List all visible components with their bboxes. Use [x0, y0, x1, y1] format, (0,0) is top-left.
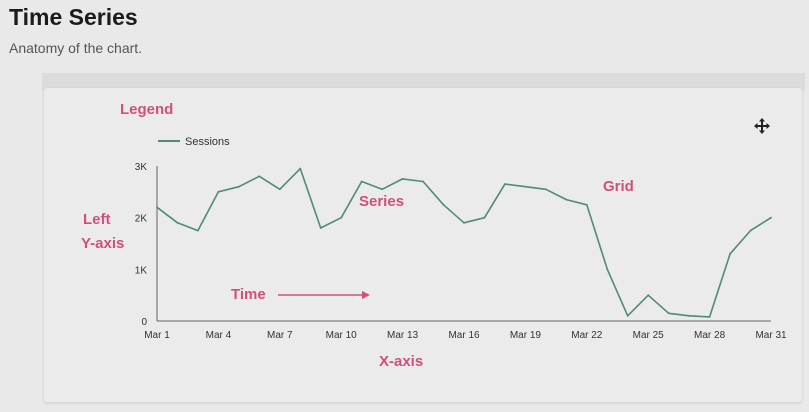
- data-point: [401, 178, 404, 180]
- data-point: [606, 268, 609, 271]
- legend-annotation: Legend: [120, 101, 174, 118]
- data-point: [381, 188, 384, 191]
- data-point: [504, 183, 506, 185]
- data-point: [258, 175, 261, 178]
- data-point: [319, 227, 322, 229]
- chart-legend: Sessions: [158, 136, 230, 148]
- x-tick-label: Mar 4: [206, 330, 232, 341]
- left-axis-annotation-line2: Y-axis: [81, 235, 125, 252]
- data-point: [463, 221, 465, 224]
- data-point: [217, 190, 220, 193]
- x-tick-label: Mar 31: [755, 330, 787, 341]
- data-point: [729, 252, 731, 255]
- data-point: [667, 312, 670, 315]
- data-point: [422, 180, 424, 183]
- data-point: [278, 188, 281, 191]
- card-header-strip: [42, 73, 805, 91]
- x-tick-label: Mar 1: [144, 330, 170, 341]
- x-tick-label: Mar 10: [326, 330, 358, 341]
- data-point: [749, 229, 752, 232]
- axes-group: [156, 166, 771, 322]
- data-point: [299, 167, 302, 170]
- series-annotation: Series: [359, 193, 405, 210]
- data-point: [442, 203, 445, 206]
- x-axis-annotation: X-axis: [379, 353, 424, 370]
- data-point: [524, 185, 527, 188]
- y-tick-label: 1K: [135, 265, 148, 276]
- y-tick-label: 3K: [135, 162, 148, 173]
- data-point: [156, 206, 158, 209]
- data-point: [176, 221, 179, 224]
- data-point: [360, 180, 363, 183]
- left-axis-annotation-line1: Left: [83, 211, 111, 228]
- data-point: [340, 216, 343, 219]
- x-tick-label: Mar 22: [571, 330, 603, 341]
- tick-labels-group: 0 1K 2K 3K Mar 1 Mar 4 Mar 7 Mar 10 Mar 13 Mar 16…: [135, 162, 787, 341]
- page-subtitle: Anatomy of the chart.: [9, 40, 143, 56]
- x-tick-label: Mar 16: [448, 330, 480, 341]
- series-line-sessions: [156, 167, 772, 318]
- y-tick-label: 2K: [135, 214, 148, 225]
- data-point: [197, 229, 199, 232]
- x-tick-label: Mar 7: [267, 330, 293, 341]
- data-point: [237, 185, 240, 188]
- data-point: [626, 314, 629, 317]
- data-point: [770, 216, 772, 219]
- time-arrow: [278, 291, 370, 299]
- data-point: [585, 203, 588, 206]
- x-tick-label: Mar 19: [510, 330, 542, 341]
- data-point: [708, 315, 711, 318]
- data-point: [483, 216, 486, 219]
- data-point: [544, 188, 547, 191]
- x-tick-label: Mar 25: [633, 330, 665, 341]
- x-tick-label: Mar 13: [387, 330, 419, 341]
- series-group: [156, 167, 772, 318]
- legend-label: Sessions: [185, 136, 230, 148]
- time-arrow-head: [362, 291, 370, 299]
- grid-annotation: Grid: [603, 178, 634, 195]
- time-annotation: Time: [231, 286, 266, 303]
- x-tick-label: Mar 28: [694, 330, 726, 341]
- y-tick-label: 0: [141, 317, 147, 328]
- data-point: [565, 198, 568, 201]
- move-icon[interactable]: [753, 117, 771, 135]
- data-point: [647, 294, 650, 297]
- page-title: Time Series: [9, 4, 138, 30]
- data-point: [688, 314, 691, 317]
